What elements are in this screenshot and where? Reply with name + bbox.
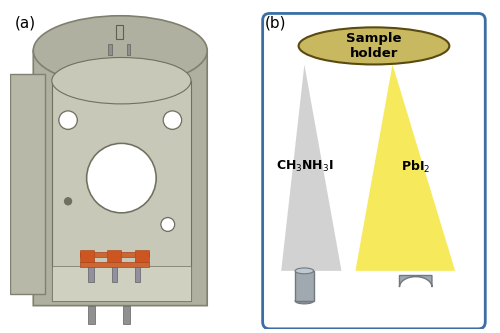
FancyBboxPatch shape [52,266,191,301]
FancyBboxPatch shape [122,306,130,324]
FancyBboxPatch shape [135,259,140,282]
Circle shape [161,217,174,231]
Ellipse shape [298,27,450,65]
Circle shape [64,198,71,205]
Text: (a): (a) [14,16,36,31]
Polygon shape [356,65,455,271]
Polygon shape [281,65,342,271]
Text: PbI$_2$: PbI$_2$ [401,159,430,174]
Ellipse shape [295,268,314,274]
Ellipse shape [34,16,207,85]
Text: (b): (b) [265,16,286,31]
Circle shape [86,143,156,213]
FancyBboxPatch shape [80,252,149,257]
FancyBboxPatch shape [112,259,117,282]
FancyBboxPatch shape [126,44,130,55]
FancyBboxPatch shape [88,259,94,282]
Text: CH$_3$NH$_3$I: CH$_3$NH$_3$I [276,159,333,174]
Polygon shape [400,275,432,287]
FancyBboxPatch shape [88,306,94,324]
FancyBboxPatch shape [34,51,207,306]
FancyBboxPatch shape [52,81,191,301]
FancyBboxPatch shape [108,44,112,55]
Ellipse shape [295,298,314,304]
FancyBboxPatch shape [295,271,314,301]
FancyBboxPatch shape [262,13,486,329]
Text: Sample
holder: Sample holder [346,32,402,60]
Circle shape [59,111,78,130]
FancyBboxPatch shape [80,250,94,262]
FancyBboxPatch shape [80,262,149,267]
Ellipse shape [52,58,191,104]
FancyBboxPatch shape [116,25,122,39]
FancyBboxPatch shape [10,74,45,294]
FancyBboxPatch shape [108,250,122,262]
Circle shape [163,111,182,130]
FancyBboxPatch shape [136,250,149,262]
